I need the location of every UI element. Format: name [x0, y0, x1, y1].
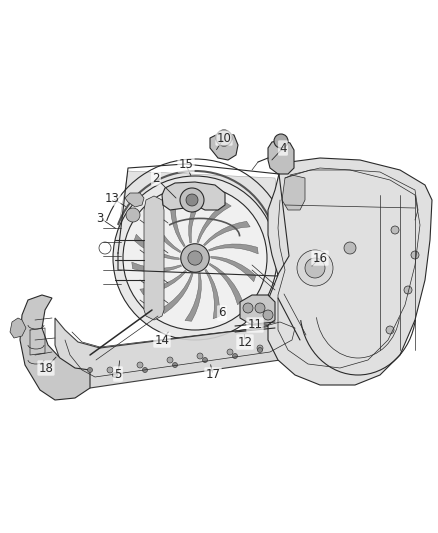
Text: 17: 17 — [205, 368, 220, 382]
Circle shape — [258, 348, 262, 352]
Circle shape — [243, 303, 253, 313]
Circle shape — [137, 362, 143, 368]
Circle shape — [181, 244, 209, 272]
Circle shape — [263, 310, 273, 320]
Polygon shape — [125, 193, 144, 207]
Text: 10: 10 — [216, 132, 231, 144]
Polygon shape — [159, 273, 193, 313]
Polygon shape — [55, 318, 305, 388]
Polygon shape — [144, 196, 164, 320]
Circle shape — [297, 250, 333, 286]
Polygon shape — [10, 318, 26, 338]
Circle shape — [107, 367, 113, 373]
Text: 12: 12 — [237, 335, 252, 349]
Text: 2: 2 — [152, 172, 160, 184]
Polygon shape — [140, 270, 187, 295]
Polygon shape — [240, 295, 275, 325]
Circle shape — [344, 242, 356, 254]
Text: 5: 5 — [114, 367, 122, 381]
Text: 15: 15 — [179, 158, 194, 172]
Circle shape — [173, 362, 177, 367]
Circle shape — [255, 303, 265, 313]
Circle shape — [305, 258, 325, 278]
Polygon shape — [115, 171, 285, 278]
Polygon shape — [268, 140, 294, 174]
Polygon shape — [209, 263, 242, 305]
Polygon shape — [132, 262, 181, 272]
Polygon shape — [20, 295, 90, 400]
Polygon shape — [148, 211, 181, 253]
Polygon shape — [185, 273, 201, 321]
Text: 13: 13 — [105, 191, 120, 205]
Text: 11: 11 — [247, 319, 262, 332]
Circle shape — [88, 367, 92, 373]
Polygon shape — [189, 195, 205, 243]
Circle shape — [113, 373, 117, 377]
Polygon shape — [134, 235, 179, 260]
Circle shape — [126, 208, 140, 222]
Text: 6: 6 — [218, 306, 226, 319]
Circle shape — [197, 353, 203, 359]
Polygon shape — [282, 175, 305, 210]
Circle shape — [216, 130, 232, 146]
Circle shape — [391, 226, 399, 234]
Circle shape — [257, 345, 263, 351]
Polygon shape — [268, 158, 432, 385]
Circle shape — [233, 353, 237, 359]
Circle shape — [202, 358, 208, 362]
Text: 14: 14 — [155, 334, 170, 346]
Polygon shape — [205, 269, 219, 319]
Polygon shape — [162, 182, 225, 210]
Circle shape — [180, 188, 204, 212]
Polygon shape — [208, 244, 258, 254]
Circle shape — [411, 251, 419, 259]
Circle shape — [113, 176, 277, 340]
Circle shape — [386, 326, 394, 334]
Circle shape — [142, 367, 148, 373]
Circle shape — [404, 286, 412, 294]
Polygon shape — [197, 203, 231, 243]
Text: 3: 3 — [96, 212, 104, 224]
Polygon shape — [170, 197, 185, 247]
Text: 16: 16 — [312, 252, 328, 264]
Polygon shape — [211, 256, 256, 282]
Polygon shape — [210, 132, 238, 160]
Circle shape — [167, 357, 173, 363]
Circle shape — [188, 251, 202, 265]
Text: 4: 4 — [279, 141, 287, 155]
Circle shape — [227, 349, 233, 355]
Circle shape — [123, 186, 267, 330]
Text: 18: 18 — [39, 361, 53, 375]
Polygon shape — [204, 221, 250, 246]
Circle shape — [274, 134, 288, 148]
Circle shape — [186, 194, 198, 206]
